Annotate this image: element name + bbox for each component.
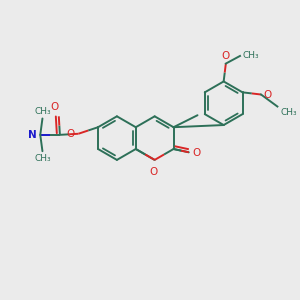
Text: O: O (66, 129, 74, 139)
Text: CH₃: CH₃ (34, 106, 51, 116)
Text: O: O (149, 167, 158, 177)
Text: CH₃: CH₃ (243, 51, 260, 60)
Text: O: O (51, 102, 59, 112)
Text: O: O (193, 148, 201, 158)
Text: CH₃: CH₃ (280, 109, 297, 118)
Text: N: N (28, 130, 36, 140)
Text: O: O (222, 51, 230, 61)
Text: O: O (263, 89, 271, 100)
Text: CH₃: CH₃ (34, 154, 51, 163)
